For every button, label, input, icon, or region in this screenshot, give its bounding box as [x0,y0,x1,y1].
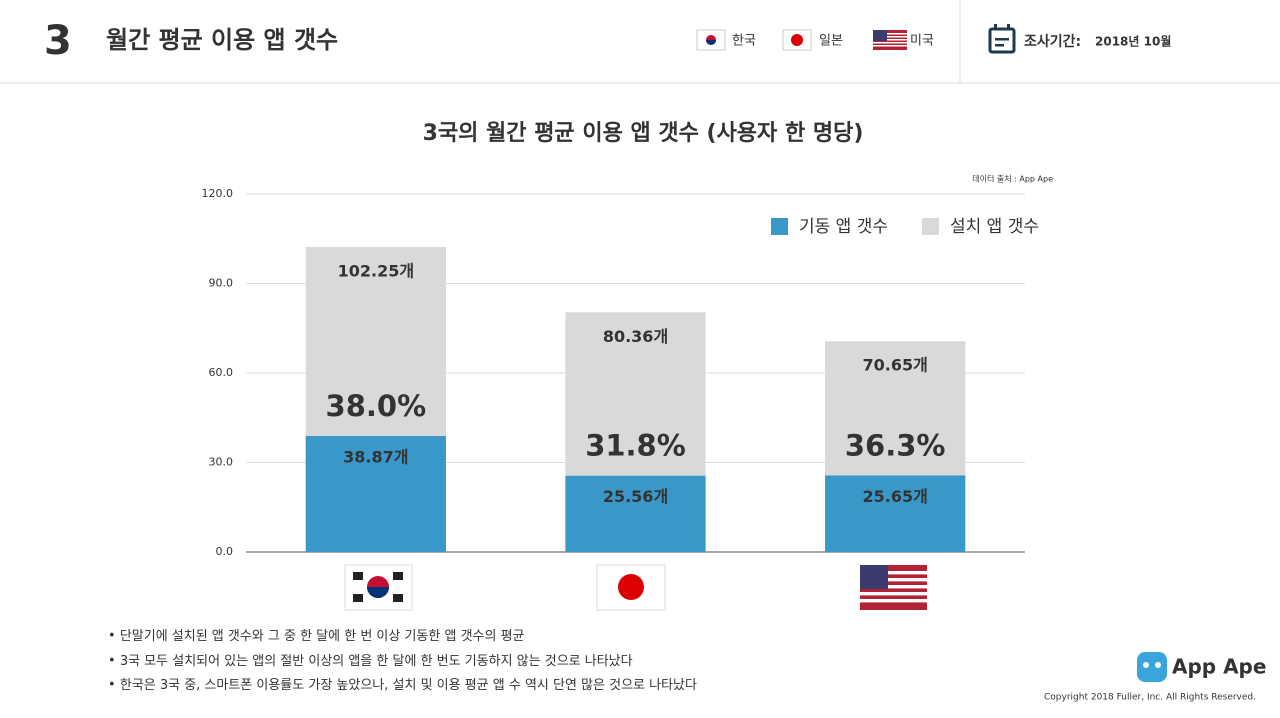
copyright: Copyright 2018 Fuller, Inc. All Rights R… [1044,693,1256,703]
header-title: 월간 평균 이용 앱 갯수 [106,26,338,54]
y-tick-label: 0.0 [216,545,234,558]
value-label: 70.65개 [862,356,927,375]
legend-label: 기동 앱 갯수 [799,217,888,237]
note: • 한국은 3국 중, 스마트폰 이용률도 가장 높았으나, 설치 및 이용 평… [108,678,697,693]
y-tick-label: 60.0 [209,366,234,379]
ratio-label: 38.0% [326,389,427,423]
legend-country: 일본 [819,34,843,49]
source: 데이터 출처 : App Ape [972,174,1053,184]
flag-kr-axis [344,564,413,611]
value-label: 38.87개 [343,448,408,467]
y-tick-label: 120.0 [202,187,234,200]
logo-icon [1137,652,1167,682]
note: • 3국 모두 설치되어 있는 앱의 절반 이상의 앱을 한 달에 한 번도 기… [108,654,633,669]
y-tick-label: 90.0 [209,277,234,290]
bar [825,475,966,552]
legend-country: 미국 [910,34,934,49]
note-text: 단말기에 설치된 앱 갯수와 그 중 한 달에 한 번 이상 기동한 앱 갯수의… [120,629,525,644]
value-label: 80.36개 [603,327,668,346]
value-label: 102.25개 [338,261,414,280]
legend-label: 설치 앱 갯수 [950,217,1039,237]
legend-country: 한국 [732,34,756,49]
note-text: 3국 모두 설치되어 있는 앱의 절반 이상의 앱을 한 달에 한 번도 기동하… [120,654,633,669]
flag-kr [696,29,726,51]
legend-swatch [771,218,788,235]
section-number: 3 [44,18,72,64]
bar [565,475,706,552]
flag-us [873,30,907,50]
value-label: 25.56개 [603,487,668,506]
note-text: 한국은 3국 중, 스마트폰 이용률도 가장 높았으나, 설치 및 이용 평균 … [120,678,697,693]
note: • 단말기에 설치된 앱 갯수와 그 중 한 달에 한 번 이상 기동한 앱 갯… [108,629,525,644]
ratio-label: 36.3% [845,428,946,462]
legend-swatch [922,218,939,235]
flag-jp [782,29,812,51]
flag-jp-axis [596,564,666,611]
period-label: 조사기간: [1024,33,1081,50]
header-bg [0,0,1280,83]
ratio-label: 31.8% [585,429,686,463]
value-label: 25.65개 [862,487,927,506]
bar [305,436,446,552]
y-tick-label: 30.0 [209,456,234,469]
flag-us-axis [860,565,927,610]
logo: App Ape [1172,655,1266,679]
period: 2018년 10월 [1095,34,1171,49]
calendar-icon [988,24,1016,54]
chart-title: 3국의 월간 평균 이용 앱 갯수 (사용자 한 명당) [423,121,864,146]
